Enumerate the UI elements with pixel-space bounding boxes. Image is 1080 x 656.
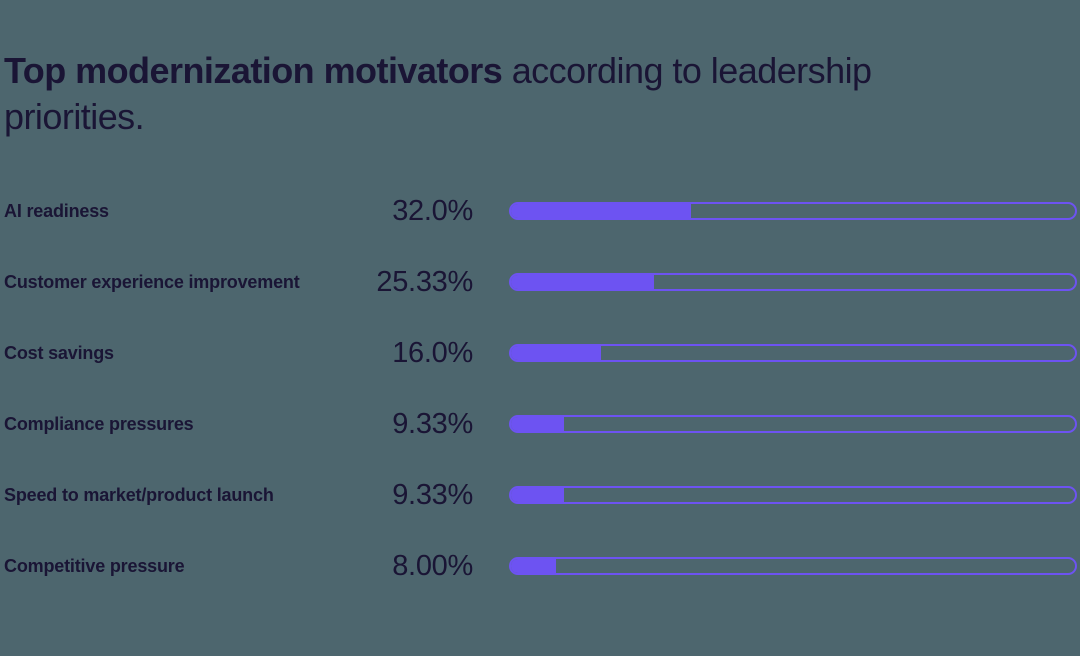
bar-track [509, 557, 1077, 575]
bar-track [509, 344, 1077, 362]
bar-fill [511, 275, 654, 289]
category-label: Cost savings [4, 342, 114, 363]
chart-row: Compliance pressures 9.33% [4, 389, 1077, 459]
bar-track [509, 415, 1077, 433]
value-label: 25.33% [376, 265, 473, 298]
value-label: 9.33% [392, 407, 473, 440]
bar-track [509, 273, 1077, 291]
value-label: 9.33% [392, 478, 473, 511]
category-label: Compliance pressures [4, 413, 194, 434]
bar-track [509, 202, 1077, 220]
bar-fill [511, 346, 602, 360]
value-label: 8.00% [392, 549, 473, 582]
value-label: 16.0% [392, 336, 473, 369]
value-label: 32.0% [392, 194, 473, 227]
title-bold-part: Top modernization motivators [4, 50, 503, 91]
chart-row: AI readiness 32.0% [4, 176, 1077, 246]
chart-row: Customer experience improvement 25.33% [4, 247, 1077, 317]
bar-fill [511, 559, 557, 573]
bar-fill [511, 417, 564, 431]
bar-chart: AI readiness 32.0% Customer experience i… [4, 176, 1077, 601]
category-label: Speed to market/product launch [4, 484, 274, 505]
category-label: AI readiness [4, 200, 109, 221]
chart-row: Cost savings 16.0% [4, 318, 1077, 388]
infographic-canvas: Top modernization motivators according t… [0, 48, 1080, 656]
title-regular-part: according to leadership priorities. [4, 50, 872, 137]
bar-track [509, 486, 1077, 504]
bar-fill [511, 204, 692, 218]
chart-row: Speed to market/product launch 9.33% [4, 460, 1077, 530]
page-title: Top modernization motivators according t… [4, 48, 964, 140]
category-label: Competitive pressure [4, 555, 185, 576]
bar-fill [511, 488, 564, 502]
chart-row: Competitive pressure 8.00% [4, 531, 1077, 601]
category-label: Customer experience improvement [4, 271, 300, 292]
